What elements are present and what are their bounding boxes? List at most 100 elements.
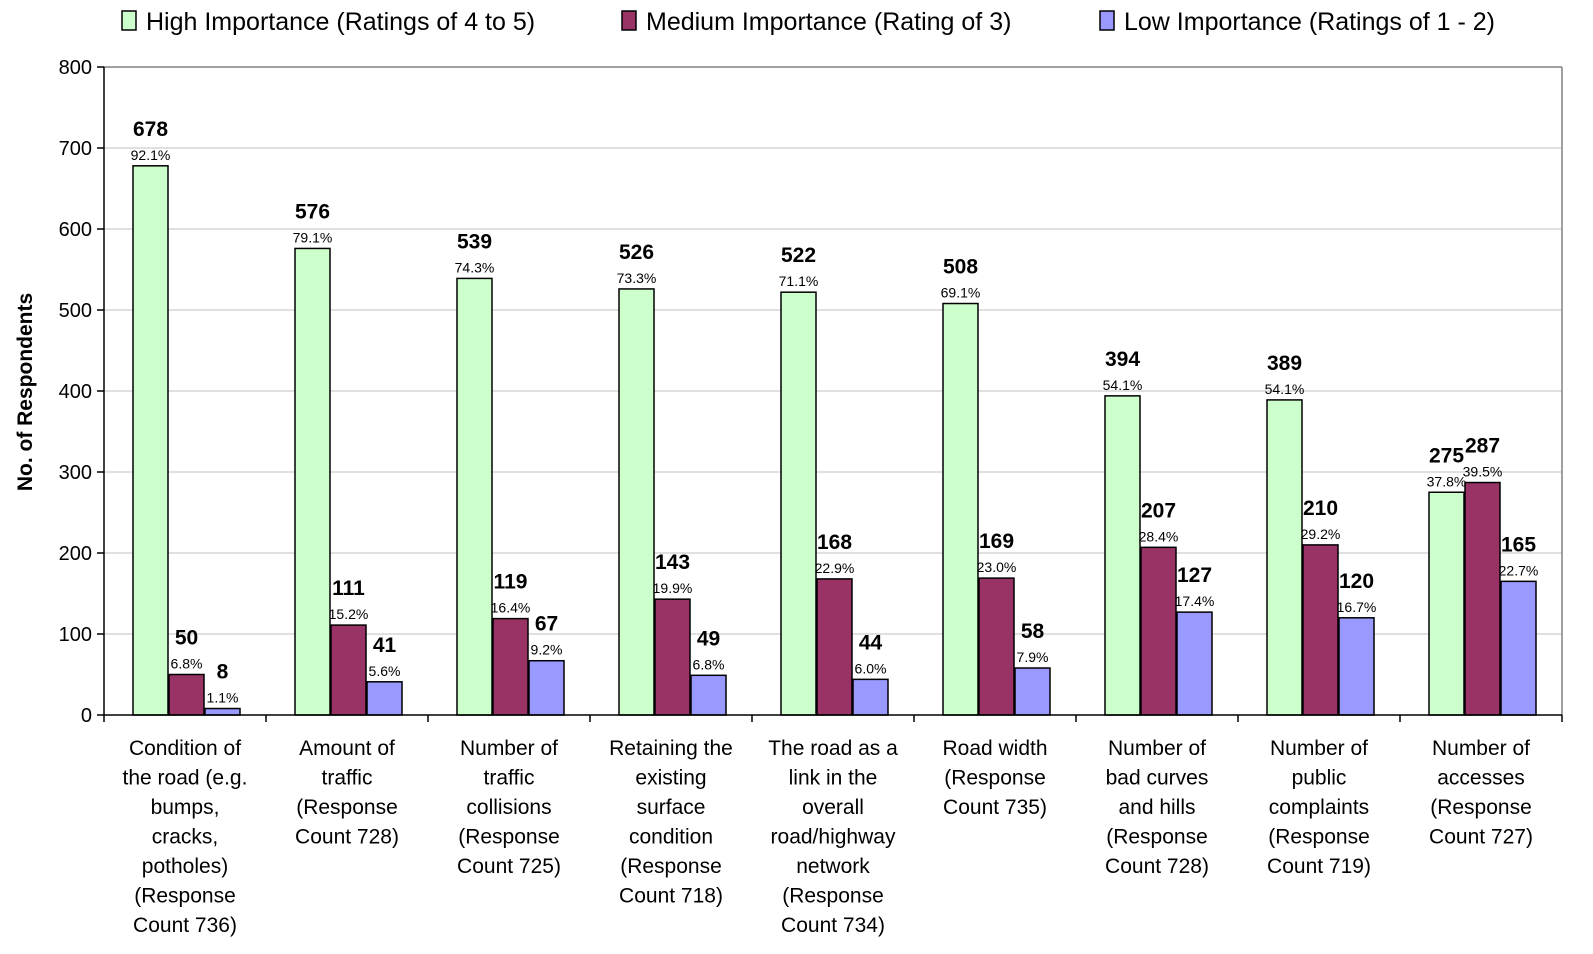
legend-swatch-low [1099, 10, 1115, 31]
percent-label: 7.9% [1017, 649, 1049, 665]
bar-high [1104, 395, 1141, 716]
legend-label-medium: Medium Importance (Rating of 3) [646, 8, 1011, 36]
value-label: 576 [295, 200, 330, 223]
value-label: 44 [859, 631, 883, 654]
percent-label: 22.9% [815, 560, 855, 576]
percent-label: 29.2% [1301, 526, 1341, 542]
x-category-label: Road width (Response Count 735) [942, 737, 1047, 819]
legend: High Importance (Ratings of 4 to 5) Medi… [121, 8, 1495, 36]
y-axis-ticks: 0 100 200 300 400 500 600 700 800 [59, 57, 104, 727]
value-label: 508 [943, 256, 978, 279]
value-label: 49 [697, 627, 720, 650]
x-category-label: Number of public complaints (Response Count … [1267, 737, 1371, 878]
bar-low [852, 678, 889, 716]
value-label: 287 [1465, 435, 1500, 458]
x-category-label: Condition of the road (e.g. bumps, cracks, p… [123, 737, 248, 937]
bar-medium [492, 617, 529, 716]
percent-label: 74.3% [455, 259, 495, 275]
axes [103, 66, 1563, 722]
value-label: 50 [175, 627, 198, 650]
y-tick-label: 800 [59, 57, 92, 79]
bar-low [1014, 667, 1051, 716]
percent-label: 16.7% [1337, 599, 1377, 615]
value-label: 41 [373, 634, 397, 657]
percent-label: 73.3% [617, 270, 657, 286]
bar-high [780, 291, 817, 716]
value-label: 119 [494, 571, 528, 594]
bar-medium [1464, 481, 1501, 716]
bar-medium [816, 578, 853, 716]
x-category-label: The road as a link in the overall road/high… [768, 737, 898, 937]
bars [132, 165, 1537, 716]
value-label: 143 [655, 551, 690, 574]
bar-high [132, 165, 169, 716]
y-tick-label: 700 [59, 138, 92, 160]
bar-medium [330, 624, 367, 716]
y-tick-label: 0 [81, 705, 92, 727]
value-label: 169 [979, 530, 1014, 553]
percent-label: 39.5% [1463, 464, 1503, 480]
value-label: 165 [1501, 533, 1536, 556]
bar-high [294, 247, 331, 716]
percent-label: 9.2% [531, 642, 563, 658]
y-tick-label: 400 [59, 381, 92, 403]
value-label: 120 [1339, 570, 1374, 593]
legend-swatch-high [121, 10, 137, 31]
value-label: 168 [817, 531, 852, 554]
percent-label: 22.7% [1499, 562, 1539, 578]
bar-low [1176, 611, 1213, 716]
value-label: 526 [619, 241, 654, 264]
value-label: 111 [332, 577, 365, 600]
bar-high [1266, 399, 1303, 716]
x-category-label: Retaining the existing surface condition (Re… [609, 737, 733, 908]
percent-label: 6.0% [855, 660, 887, 676]
value-label: 389 [1267, 352, 1302, 375]
x-category-label: Number of traffic collisions (Response Count… [457, 737, 561, 878]
percent-label: 71.1% [779, 273, 819, 289]
bar-medium [978, 577, 1015, 716]
value-label: 210 [1303, 497, 1338, 520]
bar-high [942, 302, 979, 716]
y-tick-label: 300 [59, 462, 92, 484]
x-category-label: Number of accesses (Response Count 727) [1429, 737, 1533, 849]
bar-medium [1302, 544, 1339, 716]
bar-high [456, 277, 493, 716]
value-label: 58 [1021, 620, 1045, 643]
percent-label: 17.4% [1175, 593, 1215, 609]
value-label: 678 [133, 118, 168, 141]
percent-label: 54.1% [1265, 381, 1305, 397]
percent-label: 6.8% [171, 656, 203, 672]
bar-low [204, 707, 241, 716]
bar-low [1500, 580, 1537, 716]
gridlines [104, 66, 1562, 635]
percent-label: 69.1% [941, 285, 981, 301]
percent-label: 16.4% [491, 600, 531, 616]
y-tick-label: 500 [59, 300, 92, 322]
value-label: 8 [217, 661, 229, 684]
bar-medium [168, 673, 205, 716]
percent-label: 79.1% [293, 229, 333, 245]
value-label: 394 [1105, 348, 1140, 371]
value-label: 539 [457, 230, 492, 253]
bar-low [690, 674, 727, 716]
bar-low [366, 681, 403, 716]
x-category-label: Amount of traffic (Response Count 728) [295, 737, 399, 849]
percent-label: 1.1% [207, 690, 239, 706]
percent-label: 15.2% [329, 606, 369, 622]
value-label: 275 [1429, 444, 1464, 467]
y-tick-label: 100 [59, 624, 92, 646]
legend-label-low: Low Importance (Ratings of 1 - 2) [1124, 8, 1495, 36]
value-label: 67 [535, 613, 558, 636]
bar-medium [654, 598, 691, 716]
percent-label: 28.4% [1139, 528, 1179, 544]
bar-high [618, 288, 655, 716]
legend-label-high: High Importance (Ratings of 4 to 5) [146, 8, 535, 36]
y-axis-title: No. of Respondents [14, 293, 37, 491]
x-axis-labels: Condition of the road (e.g. bumps, cracks, p… [123, 737, 1533, 937]
bar-high [1428, 491, 1465, 716]
percent-label: 37.8% [1427, 473, 1467, 489]
data-labels: 92.1%67879.1%57674.3%53973.3%52671.1%522… [131, 118, 1539, 706]
x-category-label: Number of bad curves and hills (Response Cou… [1105, 737, 1209, 878]
bar-low [528, 659, 565, 716]
